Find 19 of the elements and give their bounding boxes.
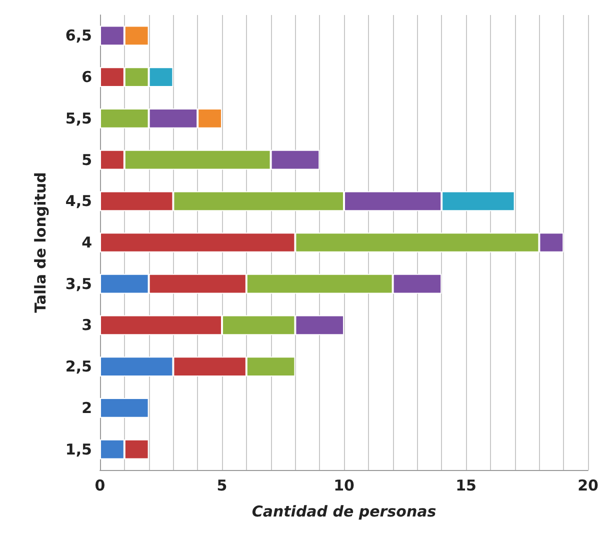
y-axis-title: Talla de longitud — [32, 172, 50, 313]
y-tick-label: 2 — [82, 398, 92, 417]
x-tick-label: 5 — [216, 476, 228, 494]
y-tick-label: 4 — [82, 234, 92, 252]
x-tick-label: 15 — [456, 476, 476, 494]
bar — [100, 398, 149, 418]
x-axis-title: Cantidad de personas — [252, 502, 436, 520]
y-tick-label: 6 — [82, 68, 92, 86]
y-tick-label: 3 — [82, 316, 92, 334]
y-tick-label: 5,5 — [65, 109, 92, 128]
x-tick-label: 20 — [578, 476, 598, 494]
x-tick-label: 10 — [334, 476, 354, 494]
y-tick-label: 1,5 — [65, 440, 92, 458]
y-tick-label: 3,5 — [65, 274, 92, 293]
x-tick-label: 0 — [94, 476, 106, 494]
y-tick-label: 4,5 — [65, 192, 92, 210]
y-tick-label: 2,5 — [65, 358, 92, 376]
y-tick-label: 6,5 — [65, 26, 92, 45]
y-tick-label: 5 — [82, 150, 92, 169]
